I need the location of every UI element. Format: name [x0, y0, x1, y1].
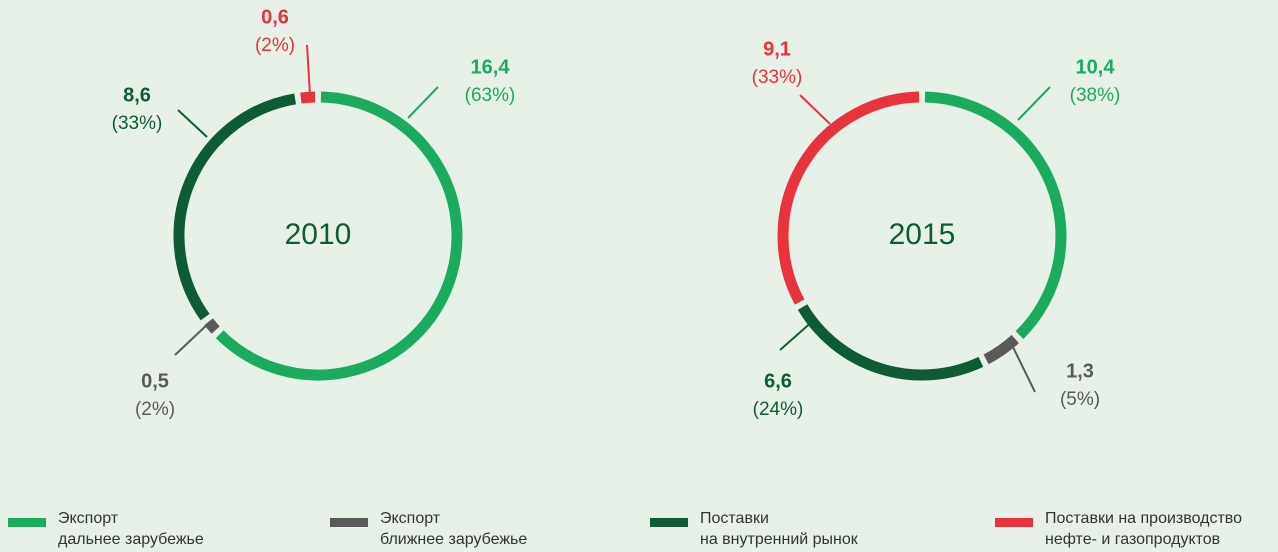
value-label: 1,3 — [1066, 360, 1094, 382]
value-label: 8,6 — [123, 84, 151, 106]
value-label: 16,4 — [471, 56, 511, 78]
share-label: (5%) — [1060, 389, 1100, 410]
legend-label: Поставки на внутренний рынок — [700, 510, 858, 548]
value-label: 10,4 — [1076, 56, 1116, 78]
legend-swatch — [330, 518, 368, 527]
leader-line — [1011, 344, 1036, 393]
legend-label: Поставки на производство нефте- и газопр… — [1045, 510, 1242, 548]
donut-segment — [797, 304, 984, 381]
donut-segment — [215, 91, 463, 381]
legend-label: Экспорт дальнее зарубежье — [58, 510, 204, 548]
share-label: (2%) — [135, 399, 175, 420]
legend-swatch — [8, 518, 46, 527]
legend-label: Экспорт ближнее зарубежье — [380, 510, 528, 548]
value-label: 9,1 — [763, 38, 791, 60]
share-label: (2%) — [255, 35, 295, 56]
donut-segment — [204, 318, 220, 334]
donut-segment — [983, 334, 1019, 365]
value-label: 6,6 — [764, 370, 792, 392]
center-title: 2010 — [285, 218, 352, 251]
share-label: (24%) — [753, 399, 804, 420]
donut-segment — [777, 91, 920, 305]
share-label: (33%) — [752, 67, 803, 88]
value-label: 0,5 — [141, 370, 169, 392]
leader-line — [779, 319, 815, 351]
leader-line — [1017, 86, 1051, 121]
legend-swatch — [650, 518, 688, 527]
donut-segment — [173, 93, 297, 321]
center-title: 2015 — [889, 218, 956, 251]
share-label: (38%) — [1070, 85, 1121, 106]
donut-segment — [300, 91, 316, 104]
share-label: (63%) — [465, 85, 516, 106]
legend-swatch — [995, 518, 1033, 527]
leader-line — [799, 94, 831, 125]
leader-line — [407, 86, 439, 119]
donut-segment — [924, 91, 1067, 339]
leader-line — [177, 109, 208, 138]
leader-line — [306, 44, 311, 96]
value-label: 0,6 — [261, 6, 289, 28]
share-label: (33%) — [112, 113, 163, 134]
leader-line — [174, 321, 211, 356]
